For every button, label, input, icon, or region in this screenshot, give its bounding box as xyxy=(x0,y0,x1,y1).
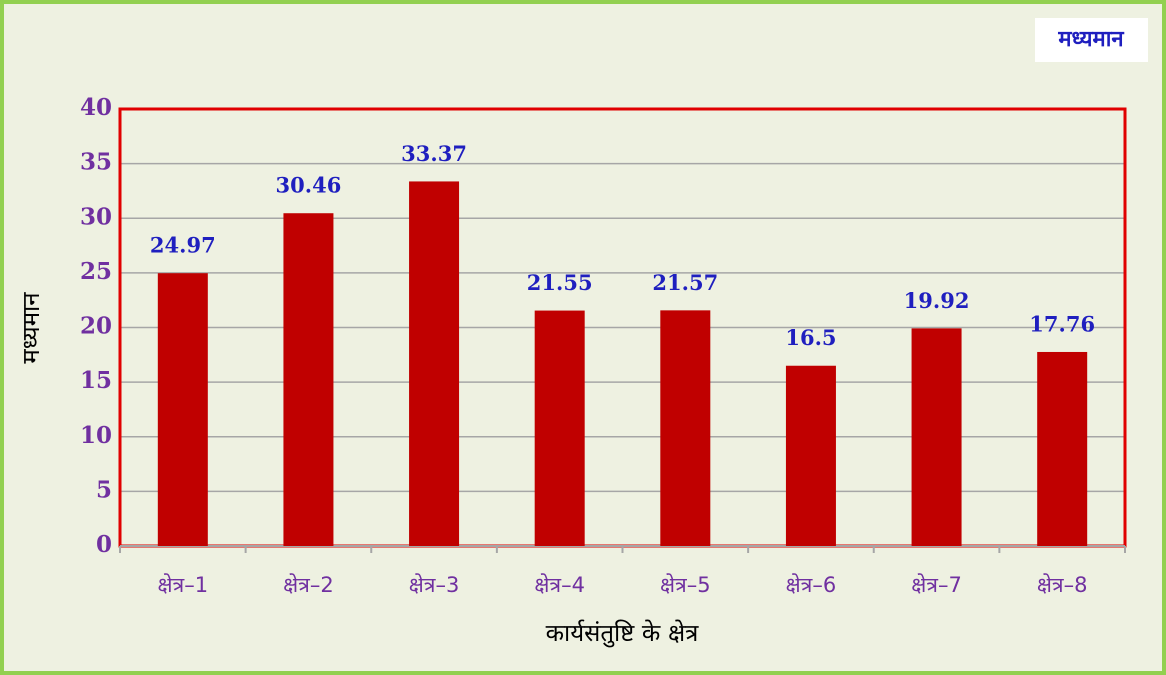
data-label: 21.57 xyxy=(652,270,718,295)
y-tick-label: 5 xyxy=(96,476,112,503)
x-axis-title: कार्यसंतुष्टि के क्षेत्र xyxy=(546,619,700,648)
data-label: 24.97 xyxy=(150,233,216,258)
x-tick-label: क्षेत्र–8 xyxy=(1037,573,1088,597)
y-tick-label: 20 xyxy=(80,313,112,340)
x-tick-label: क्षेत्र–5 xyxy=(660,573,711,597)
legend-entry: मध्यमान xyxy=(1057,27,1124,52)
legend-box xyxy=(1035,18,1148,62)
x-tick-label: क्षेत्र–4 xyxy=(534,573,585,597)
data-label: 17.76 xyxy=(1029,311,1095,336)
bar xyxy=(157,273,208,546)
bar xyxy=(409,181,460,547)
y-tick-label: 25 xyxy=(80,258,112,285)
bar xyxy=(911,328,962,546)
x-tick-label: क्षेत्र–6 xyxy=(786,573,837,597)
data-label: 16.5 xyxy=(785,325,836,350)
data-label: 33.37 xyxy=(401,141,467,166)
x-tick-label: क्षेत्र–3 xyxy=(409,573,460,597)
y-axis-title: मध्यमान xyxy=(17,292,45,364)
data-label: 30.46 xyxy=(276,173,342,198)
bar xyxy=(534,310,585,546)
y-tick-label: 0 xyxy=(96,531,112,558)
data-label: 21.55 xyxy=(527,270,593,295)
bar xyxy=(660,310,711,546)
x-tick-label: क्षेत्र–1 xyxy=(158,573,209,597)
bar xyxy=(785,365,836,546)
x-tick-label: क्षेत्र–7 xyxy=(911,573,962,597)
x-tick-label: क्षेत्र–2 xyxy=(283,573,334,597)
y-tick-label: 10 xyxy=(80,422,112,449)
data-label: 19.92 xyxy=(904,288,970,313)
bar xyxy=(283,213,334,547)
y-tick-label: 15 xyxy=(80,367,112,394)
y-tick-label: 40 xyxy=(80,94,112,121)
y-tick-label: 35 xyxy=(80,149,112,176)
y-tick-label: 30 xyxy=(80,203,112,230)
bar xyxy=(1037,351,1088,546)
